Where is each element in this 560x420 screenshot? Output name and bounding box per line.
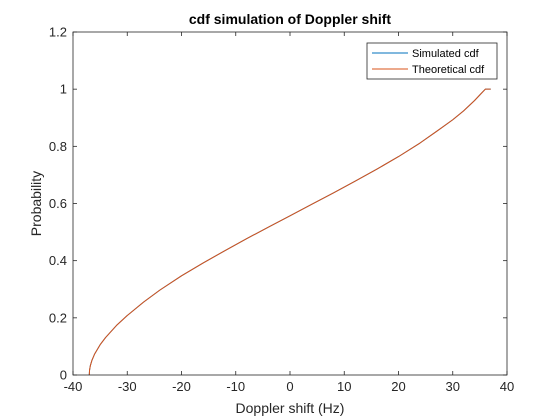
y-tick-label: 0.6	[49, 196, 67, 211]
y-tick-label: 0.8	[49, 139, 67, 154]
series-line-theoretical-cdf	[88, 88, 491, 376]
x-axis-label: Doppler shift (Hz)	[236, 400, 345, 416]
y-tick-label: 1	[60, 82, 67, 97]
x-tick-label: -30	[118, 379, 137, 394]
legend: Simulated cdf Theoretical cdf	[366, 42, 498, 80]
chart-title: cdf simulation of Doppler shift	[189, 11, 392, 27]
legend-label-theoretical-cdf: Theoretical cdf	[412, 64, 485, 76]
x-tick-label: 0	[286, 379, 293, 394]
x-tick-label: 20	[391, 379, 405, 394]
y-tick-label: 0.2	[49, 310, 67, 325]
legend-box	[366, 42, 498, 80]
plot-area	[73, 32, 507, 375]
x-tick-label: 10	[337, 379, 351, 394]
x-tick-label: -20	[172, 379, 191, 394]
series-layer	[88, 88, 491, 376]
x-tick-label: 40	[500, 379, 514, 394]
y-axis-label: Probability	[28, 171, 44, 236]
x-tick-label: -10	[226, 379, 245, 394]
legend-label-simulated-cdf: Simulated cdf	[412, 48, 480, 60]
x-tick-label: -40	[64, 379, 83, 394]
y-tick-label: 0	[60, 368, 67, 383]
x-tick-label: 30	[446, 379, 460, 394]
ticks-layer: -40 -30 -20 -10 0 10 20 30 40 0 0.2 0.4 0.6 0.8 1 1.2	[49, 25, 514, 395]
y-tick-label: 1.2	[49, 25, 67, 40]
y-tick-label: 0.4	[49, 253, 67, 268]
